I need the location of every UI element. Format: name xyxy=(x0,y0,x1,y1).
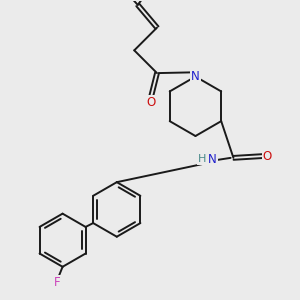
Text: N: N xyxy=(208,154,217,166)
Text: O: O xyxy=(146,96,155,109)
Text: N: N xyxy=(191,70,200,83)
Text: H: H xyxy=(198,154,206,164)
Text: O: O xyxy=(263,150,272,163)
Text: F: F xyxy=(54,276,61,289)
